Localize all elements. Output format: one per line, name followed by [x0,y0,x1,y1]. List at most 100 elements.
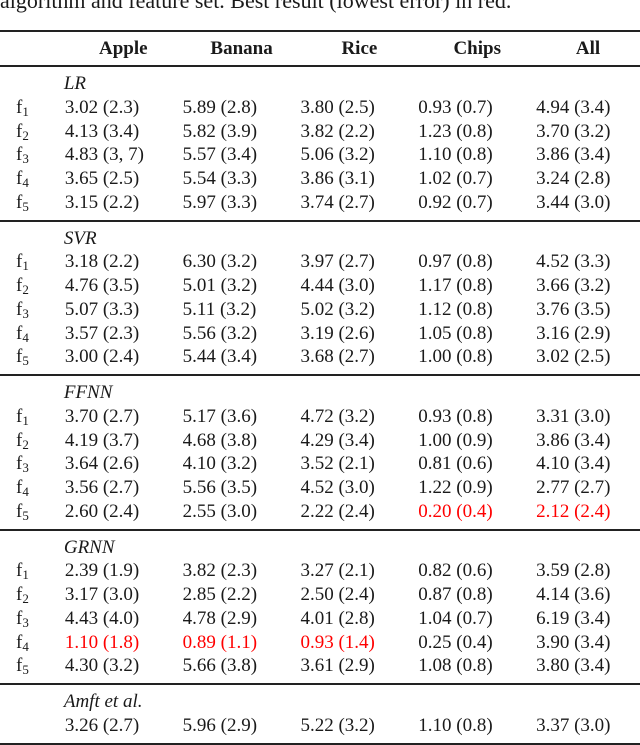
feature-index: 5 [22,662,29,678]
feature-label: f4 [0,167,64,191]
feature-index: 2 [22,591,29,606]
value-cell-all: 4.52 (3.3) [536,251,611,273]
table-row: f3 3.64 (2.6) 4.10 (3.2) 3.52 (2.1) 0.81 (0.… [0,452,640,476]
header-row: Apple Banana Rice Chips All [0,30,640,67]
table-row: f4 1.10 (1.8) 0.89 (1.1) 0.93 (1.4) 0.25 (0.… [0,631,640,655]
value-cell-apple: 3.00 (2.4) [64,346,140,368]
value-cell-all: 3.90 (3.4) [536,631,611,653]
feature-name: f [16,346,23,368]
value-cell-apple: 4.83 (3, 7) [64,144,144,166]
table-row: f4 3.65 (2.5) 5.54 (3.3) 3.86 (3.1) 1.02 (0.… [0,167,640,191]
feature-name: f [16,500,23,522]
value-cell-apple: 3.15 (2.2) [64,191,140,213]
value-cell-rice: 4.72 (3.2) [300,405,375,427]
feature-index: 2 [22,436,29,452]
feature-name: f [16,144,23,166]
feature-label: f3 [0,607,64,631]
value-cell-all: 3.59 (2.8) [536,560,611,582]
value-cell-chips: 1.22 (0.9) [418,477,493,498]
value-cell-all: 3.86 (3.4) [536,144,611,166]
feature-index: 4 [22,638,29,654]
feature-label: f1 [0,96,64,120]
feature-name: f [16,322,23,344]
value-cell-banana: 5.96 (2.9) [182,713,301,745]
section-header-row: LR [0,66,640,96]
value-cell-all: 3.86 (3.4) [536,429,611,451]
value-cell-all: 4.10 (3.4) [536,453,611,475]
value-cell-apple: 3.18 (2.2) [64,251,140,273]
table-row: f3 4.43 (4.0) 4.78 (2.9) 4.01 (2.8) 1.04 (0.… [0,607,640,631]
feature-name: f [16,607,23,629]
value-cell-banana: 4.10 (3.2) [182,453,258,475]
feature-index: 3 [22,305,29,321]
feature-name: f [16,560,23,582]
section-header-row: GRNN [0,528,640,560]
table-row: f1 3.02 (2.3) 5.89 (2.8) 3.80 (2.5) 0.93 (0.… [0,96,640,120]
value-cell-apple: 3.56 (2.7) [64,477,140,498]
value-cell-all: 3.76 (3.5) [536,298,611,320]
feature-label: f2 [0,429,64,453]
value-cell-banana: 5.11 (3.2) [182,298,257,320]
value-cell-chips: 1.08 (0.8) [418,655,493,677]
value-cell-rice: 3.74 (2.7) [300,191,375,213]
feature-index: 3 [22,460,29,476]
value-cell-chips: 1.10 (0.8) [418,713,537,745]
value-cell-chips: 0.97 (0.8) [418,251,493,273]
value-cell-chips: 1.04 (0.7) [418,607,493,629]
feature-label: f1 [0,250,64,274]
results-table: Apple Banana Rice Chips All LR f1 3.02 (2.… [0,30,640,745]
value-cell-apple: 3.17 (3.0) [64,584,140,605]
value-cell-banana: 5.01 (3.2) [182,275,258,296]
feature-index: 5 [22,198,29,214]
feature-index: 5 [22,507,29,523]
value-cell-apple: 3.02 (2.3) [64,96,140,118]
table-row: f5 2.60 (2.4) 2.55 (3.0) 2.22 (2.4) 0.20 (0.… [0,500,640,530]
value-cell-apple: 3.70 (2.7) [64,405,140,427]
table-row: f2 4.76 (3.5) 5.01 (3.2) 4.44 (3.0) 1.17 (0.… [0,274,640,298]
value-cell-chips: 0.87 (0.8) [418,584,493,605]
feature-label: f5 [0,345,64,375]
value-cell-apple: 3.64 (2.6) [64,453,140,475]
feature-label: f2 [0,120,64,144]
feature-index: 1 [22,258,29,274]
table-caption: algorithm and feature set. Best result (… [0,0,512,13]
section-name: FFNN [63,374,640,405]
value-cell-rice: 5.22 (3.2) [300,713,419,745]
table-row: f4 3.56 (2.7) 5.56 (3.5) 4.52 (3.0) 1.22 (0.… [0,476,640,500]
value-cell-chips: 0.93 (0.8) [418,405,493,427]
value-cell-banana: 2.55 (3.0) [182,500,258,522]
value-cell-apple: 3.26 (2.7) [63,713,183,745]
header-apple: Apple [63,30,183,67]
feature-name: f [16,275,23,296]
section-header-row: FFNN [0,374,640,405]
empty-cell [0,66,64,96]
value-cell-rice: 5.02 (3.2) [300,298,375,320]
feature-label: f1 [0,405,64,429]
value-cell-rice: 3.19 (2.6) [300,322,375,344]
empty-cell [0,374,64,405]
value-cell-rice: 4.01 (2.8) [300,607,375,629]
table-row: f4 3.57 (2.3) 5.56 (3.2) 3.19 (2.6) 1.05 (0.… [0,322,640,346]
table-row: f1 2.39 (1.9) 3.82 (2.3) 3.27 (2.1) 0.82 (0.… [0,559,640,583]
feature-name: f [16,584,23,605]
table-row: f1 3.18 (2.2) 6.30 (3.2) 3.97 (2.7) 0.97 (0.… [0,250,640,274]
value-cell-chips: 1.00 (0.9) [418,429,493,451]
feature-index: 2 [22,282,29,297]
value-cell-banana: 5.66 (3.8) [182,655,258,677]
value-cell-all: 2.77 (2.7) [536,477,611,498]
value-cell-banana: 5.56 (3.5) [182,477,258,498]
feature-index: 4 [22,329,29,345]
feature-label: f3 [0,452,64,476]
section-name: LR [63,73,87,94]
table-row: f5 3.15 (2.2) 5.97 (3.3) 3.74 (2.7) 0.92 (0.… [0,191,640,221]
feature-name: f [16,251,23,273]
value-cell-apple: 5.07 (3.3) [64,298,140,320]
feature-index: 5 [22,353,29,369]
value-cell-chips: 1.02 (0.7) [418,168,493,189]
feature-label: f2 [0,274,64,298]
value-cell-apple: 4.19 (3.7) [64,429,140,451]
value-cell-chips: 1.00 (0.8) [418,346,493,368]
value-cell-all: 3.02 (2.5) [536,346,611,368]
value-cell-chips: 0.20 (0.4) [418,500,493,522]
section-name: SVR [63,219,640,251]
